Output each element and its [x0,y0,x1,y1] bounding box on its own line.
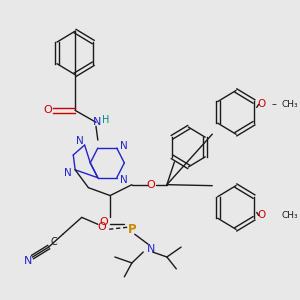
Text: N: N [64,168,71,178]
Text: O: O [97,222,106,232]
Text: N: N [119,175,127,185]
Text: N: N [119,141,127,151]
Text: CH₃: CH₃ [281,100,298,109]
Text: O: O [44,105,52,116]
Text: –: – [271,99,276,110]
Text: O: O [99,217,108,227]
Text: C: C [50,237,57,247]
Text: N: N [147,244,155,254]
Text: H: H [102,115,109,125]
Text: P: P [128,223,136,236]
Text: N: N [24,256,32,266]
Text: O: O [257,210,266,220]
Text: N: N [93,117,101,127]
Text: CH₃: CH₃ [281,211,298,220]
Text: N: N [76,136,84,146]
Text: O: O [146,180,155,190]
Text: O: O [257,99,266,110]
